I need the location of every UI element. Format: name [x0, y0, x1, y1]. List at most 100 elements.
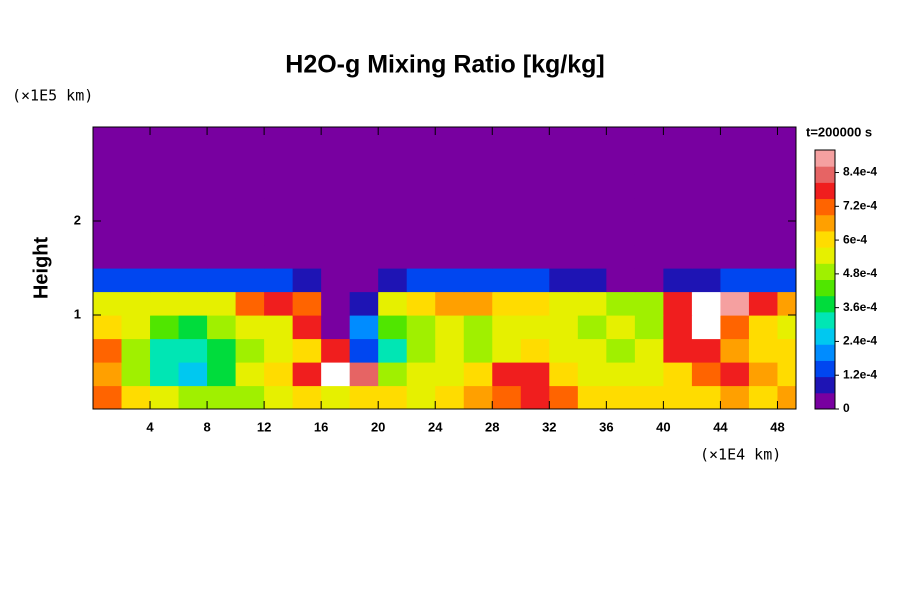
- cell: [378, 338, 408, 363]
- cell: [663, 315, 693, 340]
- cell: [663, 221, 693, 246]
- cell: [349, 315, 379, 340]
- cell: [93, 127, 123, 152]
- cell: [235, 174, 265, 199]
- cell: [606, 291, 636, 316]
- cell: [492, 197, 522, 222]
- cell: [663, 127, 693, 152]
- cell: [463, 268, 493, 293]
- cell: [463, 362, 493, 387]
- cell: [178, 150, 208, 175]
- cell: [492, 362, 522, 387]
- cell: [520, 174, 550, 199]
- cell: [691, 174, 722, 199]
- cell: [406, 338, 436, 363]
- cell: [178, 174, 208, 199]
- cell: [292, 150, 322, 175]
- colorbar-swatch: [815, 230, 835, 248]
- colorbar-swatch: [815, 344, 835, 361]
- cell: [378, 150, 408, 175]
- cell: [406, 127, 436, 152]
- cell: [634, 291, 664, 316]
- cell: [321, 291, 351, 316]
- cell: [150, 268, 180, 293]
- cell: [777, 268, 796, 293]
- colorbar-swatch: [815, 166, 835, 183]
- cell: [549, 385, 579, 409]
- cell: [121, 197, 151, 222]
- cell: [748, 197, 779, 222]
- cell: [520, 315, 550, 340]
- cell: [606, 268, 636, 293]
- cell: [207, 315, 237, 340]
- cell: [748, 244, 779, 269]
- cell: [121, 174, 151, 199]
- plot-frame: [92, 126, 797, 410]
- cell: [378, 221, 408, 246]
- cell: [321, 197, 351, 222]
- cell: [378, 174, 408, 199]
- cell: [463, 244, 493, 269]
- cell: [349, 244, 379, 269]
- cell: [463, 221, 493, 246]
- cell: [748, 338, 779, 363]
- cell: [777, 150, 796, 175]
- cell: [577, 221, 607, 246]
- cell: [264, 221, 294, 246]
- x-tick-label: 4: [146, 419, 154, 434]
- x-tick-label: 12: [257, 419, 271, 434]
- cell: [663, 150, 693, 175]
- cell: [606, 385, 636, 409]
- cell: [178, 197, 208, 222]
- cell: [264, 385, 294, 409]
- cell: [349, 385, 379, 409]
- cell: [121, 244, 151, 269]
- colorbar-swatch: [815, 279, 835, 297]
- cell: [549, 150, 579, 175]
- cell: [720, 268, 750, 293]
- cell: [577, 197, 607, 222]
- cell: [691, 150, 722, 175]
- cell: [720, 338, 750, 363]
- cell: [663, 362, 693, 387]
- cell: [235, 315, 265, 340]
- cell: [463, 197, 493, 222]
- cell: [292, 174, 322, 199]
- cell: [463, 174, 493, 199]
- cell: [378, 244, 408, 269]
- cell: [435, 291, 465, 316]
- cell: [691, 315, 722, 340]
- cell: [720, 127, 750, 152]
- colorbar-swatch: [815, 328, 835, 345]
- cell: [321, 338, 351, 363]
- cell: [577, 174, 607, 199]
- cell: [406, 291, 436, 316]
- cell: [577, 385, 607, 409]
- cell: [235, 385, 265, 409]
- cell: [406, 362, 436, 387]
- cell: [777, 174, 796, 199]
- cell: [264, 268, 294, 293]
- cell: [292, 244, 322, 269]
- cell: [549, 127, 579, 152]
- x-tick-label: 16: [314, 419, 328, 434]
- cell: [748, 362, 779, 387]
- cell: [549, 315, 579, 340]
- cell: [349, 174, 379, 199]
- cell: [691, 362, 722, 387]
- cell: [93, 221, 123, 246]
- cell: [378, 315, 408, 340]
- cell: [606, 221, 636, 246]
- cell: [93, 244, 123, 269]
- cell: [349, 127, 379, 152]
- cell: [150, 127, 180, 152]
- cell: [435, 197, 465, 222]
- cell: [520, 362, 550, 387]
- cell: [292, 362, 322, 387]
- cell: [463, 385, 493, 409]
- cell: [235, 362, 265, 387]
- cell: [235, 197, 265, 222]
- cell: [207, 385, 237, 409]
- colorbar-swatch: [815, 392, 835, 410]
- cell: [178, 315, 208, 340]
